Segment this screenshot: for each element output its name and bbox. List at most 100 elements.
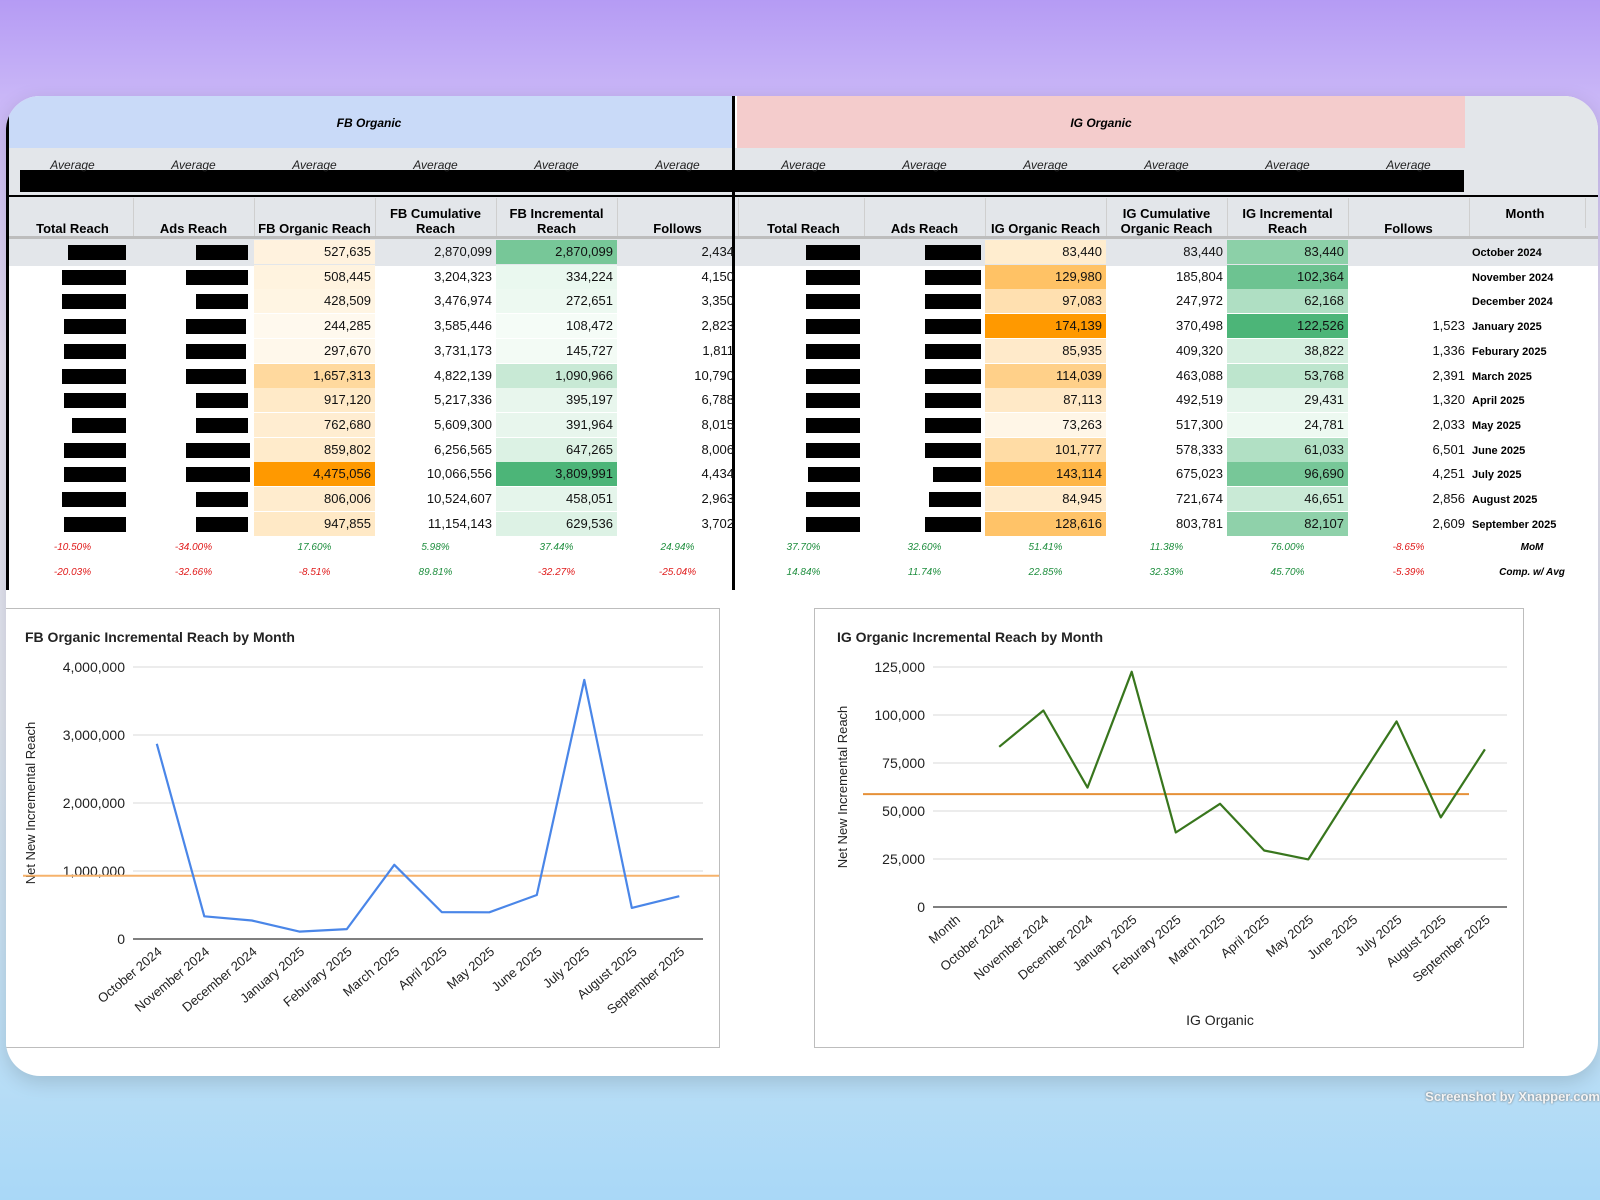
fb-organic-reach-cell[interactable]: 1,657,313	[254, 363, 375, 388]
month-label[interactable]: September 2025	[1472, 518, 1557, 531]
ig-incremental-reach-cell[interactable]: 46,651	[1227, 487, 1348, 511]
fb-follows-cell[interactable]: 8,015	[701, 416, 734, 432]
ig-organic-reach-cell[interactable]: 174,139	[985, 314, 1106, 339]
ig-follows-cell[interactable]: 2,033	[1432, 416, 1465, 432]
fb-incremental-reach-cell[interactable]: 2,870,099	[496, 240, 617, 264]
ig-organic-reach-cell[interactable]: 73,263	[985, 412, 1106, 437]
fb-cumulative-reach-cell[interactable]: 5,609,300	[434, 416, 492, 432]
month-label[interactable]: April 2025	[1472, 395, 1525, 408]
ig-follows-cell[interactable]: 1,523	[1432, 318, 1465, 334]
fb-organic-reach-cell[interactable]: 917,120	[254, 388, 375, 413]
fb-organic-reach-cell[interactable]: 244,285	[254, 314, 375, 339]
fb-follows-cell[interactable]: 3,702	[701, 515, 734, 531]
fb-follows-cell[interactable]: 10,790	[694, 367, 734, 383]
ig-follows-cell[interactable]: 1,336	[1432, 342, 1465, 358]
ig-incremental-reach-cell[interactable]: 96,690	[1227, 462, 1348, 487]
ig-organic-reach-cell[interactable]: 101,777	[985, 437, 1106, 462]
fb-cumulative-reach-cell[interactable]: 3,204,323	[434, 268, 492, 284]
column-header[interactable]: Total Reach	[743, 198, 865, 236]
ig-cumulative-reach-cell[interactable]: 517,300	[1176, 416, 1223, 432]
ig-follows-cell[interactable]	[1348, 240, 1469, 264]
fb-incremental-reach-cell[interactable]: 629,536	[496, 511, 617, 536]
ig-incremental-reach-cell[interactable]: 24,781	[1227, 412, 1348, 437]
fb-incremental-reach-cell[interactable]: 458,051	[496, 487, 617, 511]
month-label[interactable]: June 2025	[1472, 444, 1526, 457]
ig-cumulative-reach-cell[interactable]: 463,088	[1176, 367, 1223, 383]
ig-follows-cell[interactable]	[1348, 265, 1469, 289]
ig-cumulative-reach-cell[interactable]: 675,023	[1176, 466, 1223, 482]
ig-incremental-reach-cell[interactable]: 122,526	[1227, 314, 1348, 339]
column-header[interactable]: FB Incremental Reach	[496, 198, 618, 236]
fb-incremental-reach-cell[interactable]: 334,224	[496, 264, 617, 289]
fb-organic-reach-cell[interactable]: 947,855	[254, 511, 375, 536]
month-label[interactable]: January 2025	[1472, 321, 1542, 334]
fb-organic-reach-cell[interactable]: 527,635	[254, 240, 375, 264]
month-label[interactable]: October 2024	[1472, 247, 1542, 259]
ig-incremental-reach-cell[interactable]: 62,168	[1227, 289, 1348, 314]
column-header[interactable]: Ads Reach	[864, 198, 986, 236]
ig-cumulative-reach-cell[interactable]: 247,972	[1176, 293, 1223, 309]
fb-follows-cell[interactable]: 6,788	[701, 392, 734, 408]
ig-incremental-reach-cell[interactable]: 29,431	[1227, 388, 1348, 413]
ig-incremental-reach-cell[interactable]: 82,107	[1227, 511, 1348, 536]
fb-incremental-reach-cell[interactable]: 395,197	[496, 388, 617, 413]
fb-cumulative-reach-cell[interactable]: 4,822,139	[434, 367, 492, 383]
fb-incremental-reach-cell[interactable]: 108,472	[496, 314, 617, 339]
fb-cumulative-reach-cell[interactable]: 6,256,565	[434, 441, 492, 457]
month-label[interactable]: May 2025	[1472, 419, 1521, 432]
fb-organic-reach-cell[interactable]: 508,445	[254, 264, 375, 289]
fb-incremental-reach-cell[interactable]: 3,809,991	[496, 462, 617, 487]
ig-organic-reach-cell[interactable]: 83,440	[985, 240, 1106, 264]
fb-organic-reach-cell[interactable]: 4,475,056	[254, 462, 375, 487]
ig-cumulative-reach-cell[interactable]: 83,440	[1183, 244, 1223, 259]
ig-organic-reach-cell[interactable]: 114,039	[985, 363, 1106, 388]
fb-follows-cell[interactable]: 4,150	[701, 268, 734, 284]
column-header[interactable]: IG Cumulative Organic Reach	[1106, 198, 1228, 236]
ig-incremental-reach-cell[interactable]: 61,033	[1227, 437, 1348, 462]
ig-incremental-reach-cell[interactable]: 38,822	[1227, 338, 1348, 363]
ig-organic-reach-cell[interactable]: 84,945	[985, 487, 1106, 511]
month-label[interactable]: November 2024	[1472, 271, 1554, 284]
fb-follows-cell[interactable]: 2,963	[701, 491, 734, 506]
fb-organic-reach-cell[interactable]: 297,670	[254, 338, 375, 363]
ig-incremental-reach-cell[interactable]: 53,768	[1227, 363, 1348, 388]
ig-cumulative-reach-cell[interactable]: 185,804	[1176, 268, 1223, 284]
ig-organic-reach-cell[interactable]: 97,083	[985, 289, 1106, 314]
month-label[interactable]: Feburary 2025	[1472, 345, 1547, 358]
fb-organic-reach-cell[interactable]: 762,680	[254, 412, 375, 437]
fb-cumulative-reach-cell[interactable]: 2,870,099	[434, 244, 492, 259]
month-label[interactable]: March 2025	[1472, 370, 1532, 383]
column-header[interactable]: Follows	[617, 198, 739, 236]
ig-cumulative-reach-cell[interactable]: 370,498	[1176, 318, 1223, 334]
month-column-header[interactable]: Month	[1465, 198, 1586, 228]
column-header[interactable]: IG Incremental Reach	[1227, 198, 1349, 236]
month-label[interactable]: July 2025	[1472, 469, 1522, 482]
ig-organic-reach-cell[interactable]: 143,114	[985, 462, 1106, 487]
fb-incremental-reach-cell[interactable]: 1,090,966	[496, 363, 617, 388]
ig-organic-reach-cell[interactable]: 128,616	[985, 511, 1106, 536]
ig-follows-cell[interactable]: 6,501	[1432, 441, 1465, 457]
ig-cumulative-reach-cell[interactable]: 578,333	[1176, 441, 1223, 457]
fb-cumulative-reach-cell[interactable]: 11,154,143	[427, 515, 492, 531]
fb-incremental-reach-cell[interactable]: 647,265	[496, 437, 617, 462]
fb-organic-reach-cell[interactable]: 859,802	[254, 437, 375, 462]
ig-organic-reach-cell[interactable]: 87,113	[985, 388, 1106, 413]
column-header[interactable]: FB Organic Reach	[254, 198, 376, 236]
fb-follows-cell[interactable]: 4,434	[701, 466, 734, 482]
fb-cumulative-reach-cell[interactable]: 3,585,446	[434, 318, 492, 334]
month-label[interactable]: December 2024	[1472, 296, 1553, 309]
fb-incremental-reach-cell[interactable]: 272,651	[496, 289, 617, 314]
column-header[interactable]: IG Organic Reach	[985, 198, 1107, 236]
fb-organic-reach-cell[interactable]: 806,006	[254, 487, 375, 511]
ig-follows-cell[interactable]: 4,251	[1432, 466, 1465, 482]
ig-cumulative-reach-cell[interactable]: 409,320	[1176, 342, 1223, 358]
fb-cumulative-reach-cell[interactable]: 10,524,607	[426, 491, 492, 506]
ig-follows-cell[interactable]: 2,856	[1432, 491, 1465, 506]
fb-follows-cell[interactable]: 8,006	[701, 441, 734, 457]
fb-follows-cell[interactable]: 2,823	[701, 318, 734, 334]
fb-cumulative-reach-cell[interactable]: 10,066,556	[426, 466, 492, 482]
ig-organic-reach-cell[interactable]: 129,980	[985, 264, 1106, 289]
fb-incremental-reach-cell[interactable]: 391,964	[496, 412, 617, 437]
fb-cumulative-reach-cell[interactable]: 5,217,336	[434, 392, 492, 408]
ig-organic-reach-cell[interactable]: 85,935	[985, 338, 1106, 363]
